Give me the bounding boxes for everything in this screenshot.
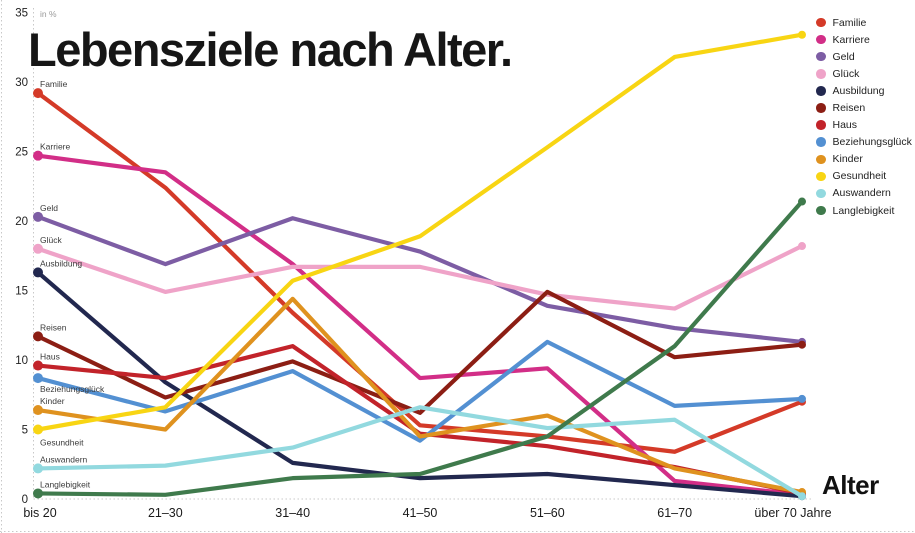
legend-label-gesundheit: Gesundheit [832, 170, 887, 183]
series-line-beziehungsglueck [35, 339, 805, 443]
series-start-dot-karriere [33, 150, 43, 161]
series-end-dot-glueck [798, 242, 806, 251]
y-tick-label: 0 [22, 494, 28, 506]
series-end-dot-reisen [798, 340, 806, 349]
y-tick-label: 30 [15, 77, 28, 89]
legend-label-kinder: Kinder [832, 153, 863, 166]
legend-item-langlebigkeit: Langlebigkeit [816, 202, 912, 219]
x-tick-label: 21–30 [148, 506, 183, 520]
series-start-dot-auswandern [33, 463, 43, 474]
series-start-label-reisen: Reisen [40, 322, 67, 332]
legend-item-familie: Familie [816, 14, 912, 31]
series-end-dot-beziehungsglueck [798, 394, 806, 403]
legend-item-ausbildung: Ausbildung [816, 82, 912, 99]
y-tick-label: 5 [22, 425, 28, 437]
legend-item-beziehungsglueck: Beziehungsglück [816, 134, 912, 151]
series-start-dot-gesundheit [33, 424, 43, 435]
legend-dot-familie [816, 17, 826, 28]
legend-label-haus: Haus [832, 119, 858, 132]
series-line-langlebigkeit [35, 199, 805, 497]
y-tick-label: 25 [15, 147, 28, 159]
legend-item-karriere: Karriere [816, 31, 912, 48]
series-line-glueck [35, 243, 805, 311]
series-line-geld [35, 214, 805, 345]
series-start-label-haus: Haus [40, 352, 60, 362]
legend-item-glueck: Glück [816, 65, 912, 82]
x-tick-label: 61–70 [657, 506, 692, 520]
series-start-label-glueck: Glück [40, 235, 62, 245]
series-line-auswandern [35, 405, 805, 499]
series-end-dot-auswandern [798, 492, 806, 501]
x-tick-label: 41–50 [403, 506, 438, 520]
y-tick-label: 10 [15, 355, 28, 367]
series-line-familie [35, 91, 805, 454]
series-start-label-geld: Geld [40, 203, 58, 213]
series-line-reisen [35, 289, 805, 415]
legend-label-reisen: Reisen [832, 102, 866, 115]
legend-dot-langlebigkeit [816, 205, 826, 216]
series-start-dot-glueck [33, 243, 43, 254]
legend-label-ausbildung: Ausbildung [832, 84, 885, 97]
series-start-dot-beziehungsglueck [33, 373, 43, 384]
series-line-kinder [35, 296, 805, 495]
legend-dot-karriere [816, 34, 826, 45]
y-tick-label: 35 [15, 8, 28, 20]
y-tick-label: 20 [15, 216, 28, 228]
page-title: Lebensziele nach Alter. [28, 23, 513, 76]
legend-item-haus: Haus [816, 117, 912, 134]
x-tick-label: bis 20 [23, 506, 56, 520]
x-tick-label: über 70 Jahre [754, 506, 831, 520]
series-start-dot-reisen [33, 331, 43, 342]
series-start-dot-ausbildung [33, 267, 43, 278]
series-start-label-auswandern: Auswandern [40, 454, 88, 464]
legend-label-karriere: Karriere [832, 33, 870, 46]
legend-item-geld: Geld [816, 48, 912, 65]
legend-label-auswandern: Auswandern [832, 187, 891, 200]
series-start-dot-familie [33, 88, 43, 99]
x-tick-label: 31–40 [275, 506, 310, 520]
legend: Familie Karriere Geld Glück Ausbildung Reisen… [816, 14, 912, 219]
x-axis-title: Alter [822, 470, 879, 500]
legend-dot-geld [816, 51, 826, 62]
series-start-label-beziehungsglueck: Beziehungsglück [40, 384, 105, 394]
series-start-dot-geld [33, 211, 43, 222]
legend-dot-beziehungsglueck [816, 137, 826, 147]
legend-item-gesundheit: Gesundheit [816, 168, 912, 185]
legend-label-familie: Familie [832, 16, 867, 29]
legend-dot-haus [816, 120, 826, 130]
legend-label-beziehungsglueck: Beziehungsglück [832, 136, 912, 149]
series-start-label-kinder: Kinder [40, 396, 65, 406]
legend-label-langlebigkeit: Langlebigkeit [832, 204, 895, 217]
y-tick-label: 15 [15, 286, 28, 298]
series-start-label-karriere: Karriere [40, 142, 71, 152]
x-tick-label: 51–60 [530, 506, 565, 520]
series-start-label-langlebigkeit: Langlebigkeit [40, 479, 91, 489]
unit-label: in % [40, 9, 57, 19]
series-start-label-ausbildung: Ausbildung [40, 258, 82, 268]
series-start-dot-kinder [33, 405, 43, 416]
series-line-ausbildung [35, 270, 805, 499]
legend-item-kinder: Kinder [816, 151, 912, 168]
legend-dot-auswandern [816, 188, 826, 199]
legend-dot-kinder [816, 154, 826, 165]
series-line-gesundheit [35, 32, 805, 432]
legend-dot-gesundheit [816, 171, 826, 182]
series-end-dot-gesundheit [798, 30, 806, 39]
legend-item-auswandern: Auswandern [816, 185, 912, 202]
legend-label-geld: Geld [832, 50, 855, 63]
legend-dot-glueck [816, 69, 826, 79]
series-start-label-gesundheit: Gesundheit [40, 438, 84, 448]
legend-item-reisen: Reisen [816, 99, 912, 116]
series-start-label-familie: Familie [40, 79, 68, 89]
legend-label-glueck: Glück [832, 67, 860, 80]
legend-dot-ausbildung [816, 86, 826, 96]
series-start-dot-langlebigkeit [33, 488, 43, 499]
series-end-dot-langlebigkeit [798, 197, 806, 206]
series-line-karriere [35, 153, 805, 497]
legend-dot-reisen [816, 103, 826, 113]
series-start-dot-haus [33, 360, 43, 371]
